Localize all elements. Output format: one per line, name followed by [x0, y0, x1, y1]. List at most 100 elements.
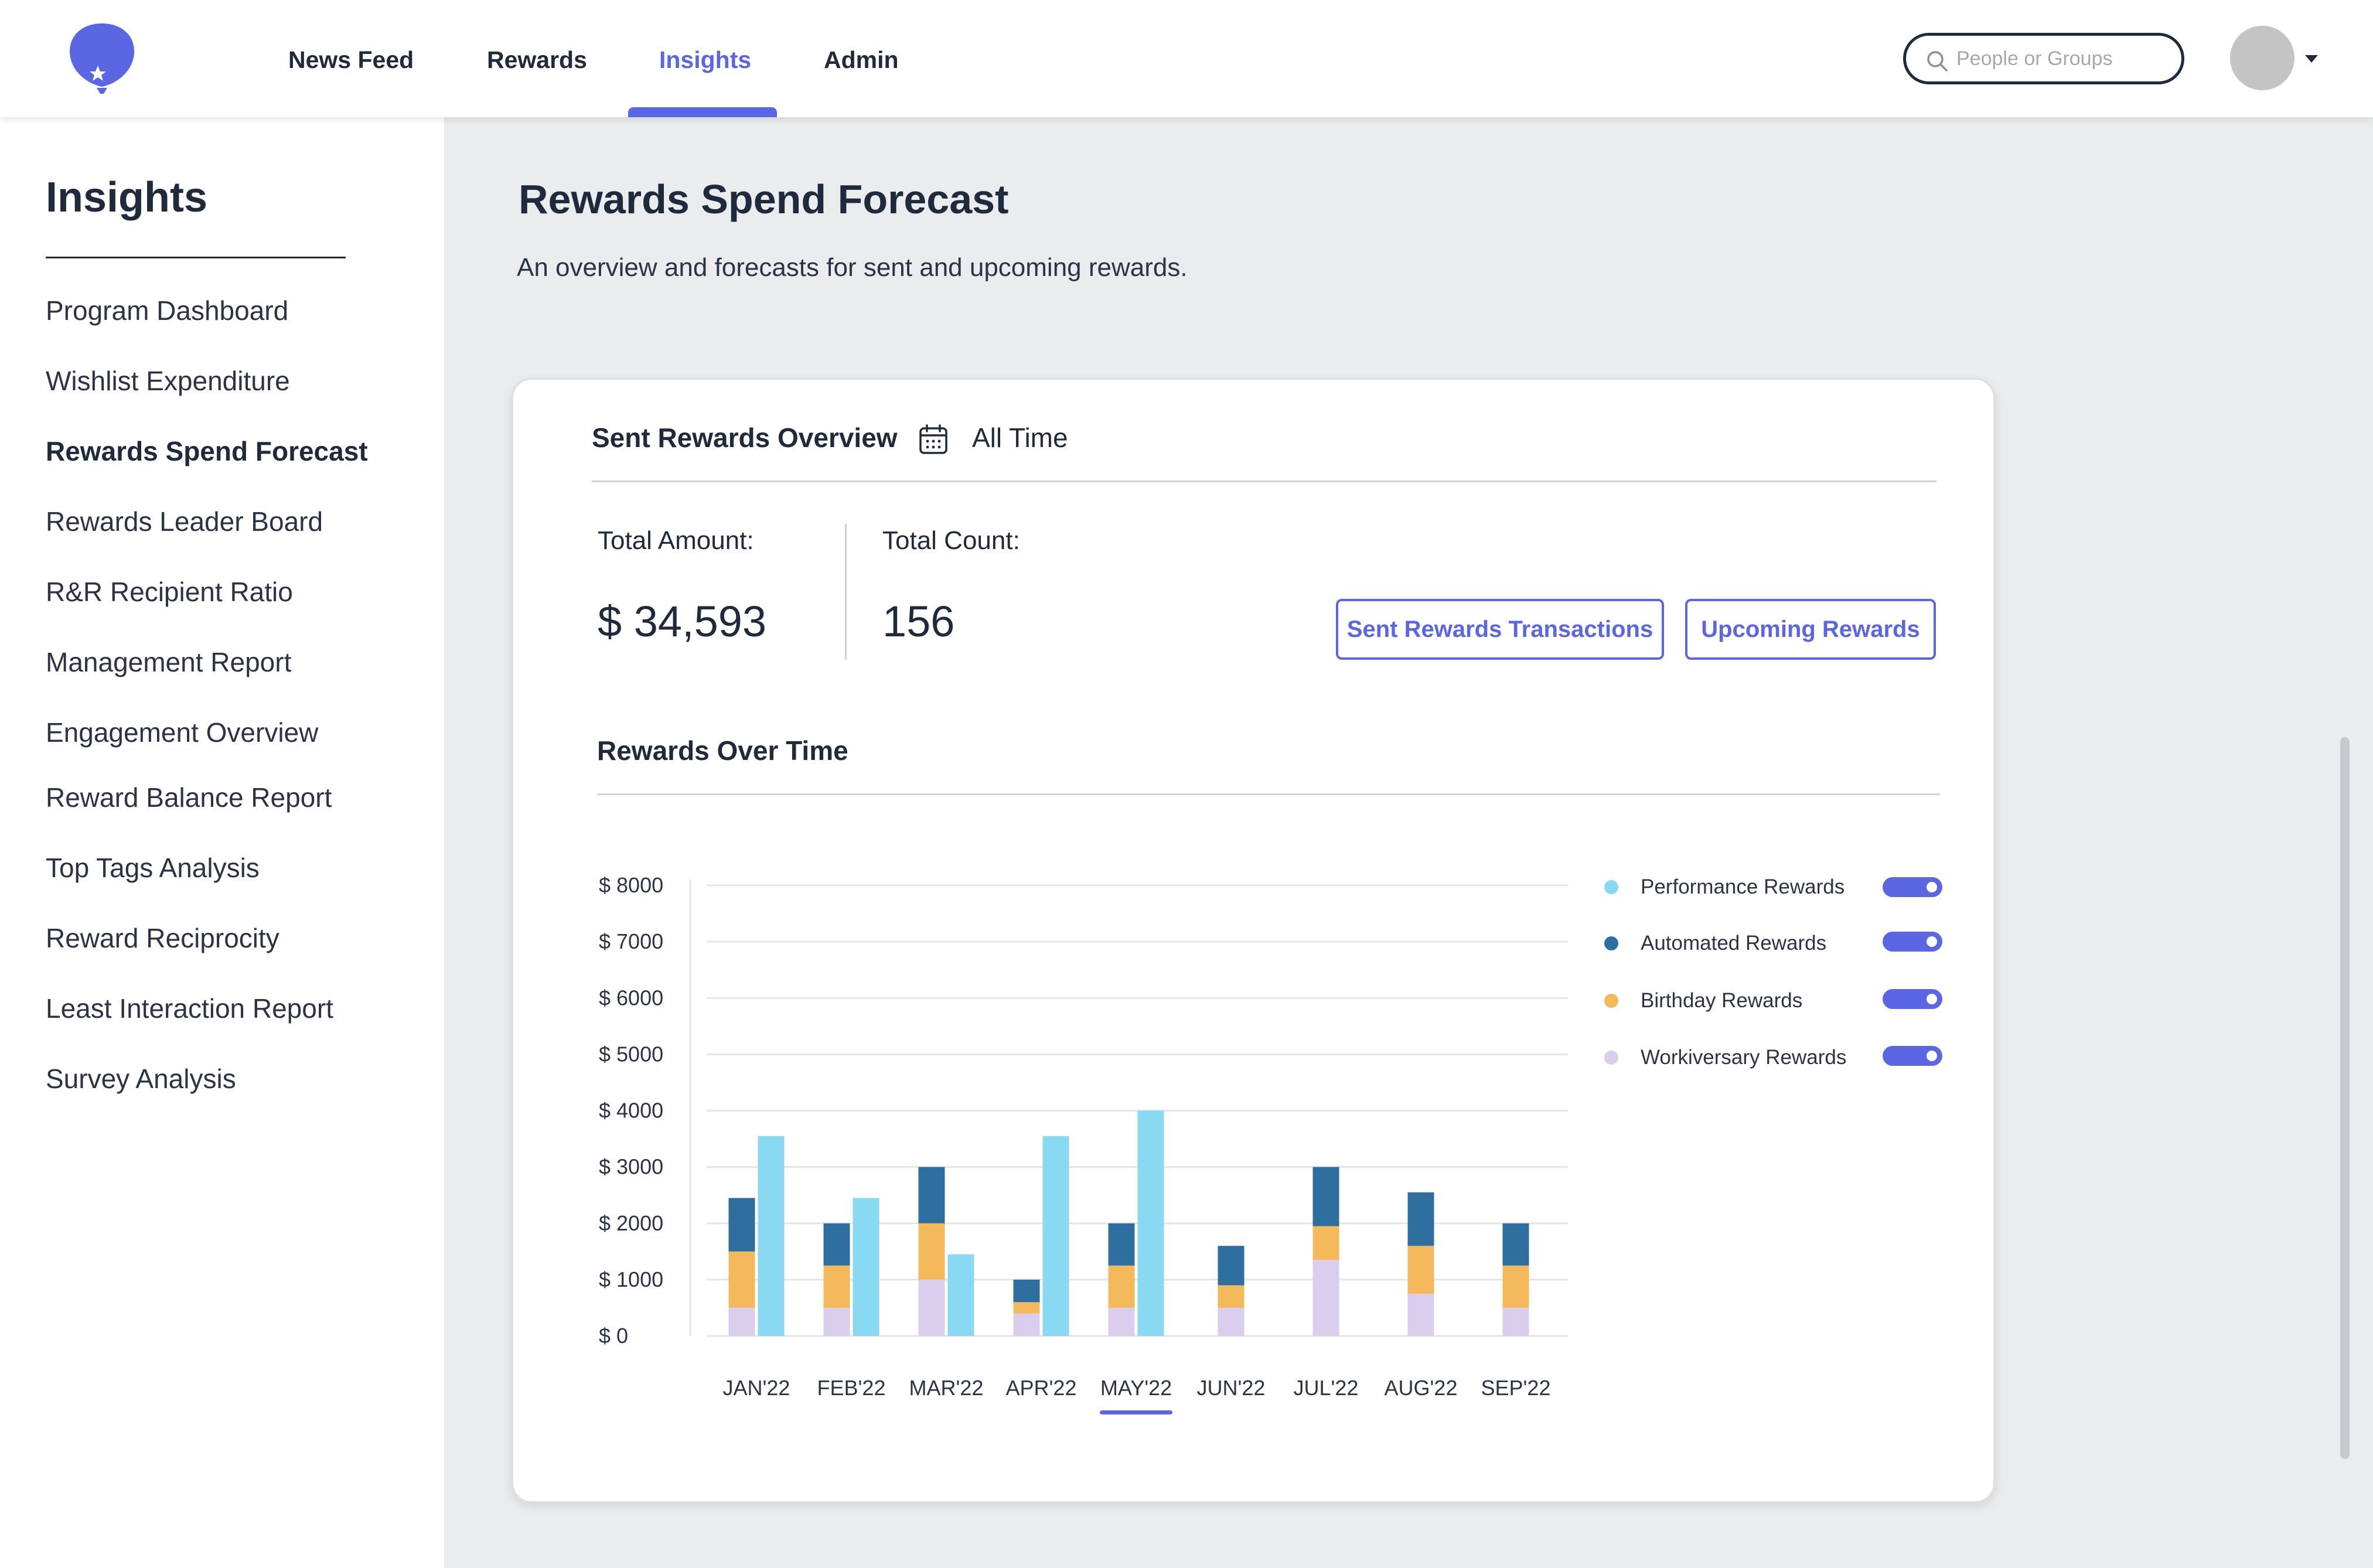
- legend-label: Birthday Rewards: [1641, 989, 1803, 1012]
- rewards-over-time-chart: $ 0 $ 1000 $ 2000 $ 3000 $ 4000 $ 5000 $ 6000 $…: [599, 873, 1568, 1414]
- legend-dot: [1604, 994, 1618, 1008]
- legend-label: Workiversary Rewards: [1641, 1046, 1847, 1069]
- nav-admin[interactable]: Admin: [824, 46, 899, 73]
- toggle-workiversary-rewards[interactable]: [1883, 1046, 1942, 1066]
- card-header-divider: [592, 480, 1936, 482]
- bar-birthday-rewards: [1013, 1302, 1040, 1314]
- bar-automated-rewards: [918, 1167, 945, 1223]
- selected-month-underline: [1100, 1410, 1172, 1414]
- bar-performance-rewards: [853, 1198, 879, 1336]
- bar-workiversary-rewards: [1312, 1260, 1339, 1336]
- sidebar-item-recipient-ratio[interactable]: R&R Recipient Ratio: [46, 577, 293, 607]
- sent-rewards-transactions-button[interactable]: Sent Rewards Transactions: [1336, 599, 1664, 660]
- bar-automated-rewards: [1108, 1223, 1135, 1266]
- sidebar-item-reward-reciprocity[interactable]: Reward Reciprocity: [46, 923, 279, 953]
- y-tick-label: $ 1000: [599, 1267, 663, 1291]
- x-tick-label: JUL'22: [1294, 1376, 1359, 1400]
- bar-birthday-rewards: [1502, 1265, 1529, 1308]
- x-tick-label: APR'22: [1006, 1376, 1077, 1400]
- sidebar-item-rewards-spend-forecast[interactable]: Rewards Spend Forecast: [46, 436, 368, 466]
- y-tick-label: $ 0: [599, 1324, 628, 1348]
- sent-rewards-overview-card: Sent Rewards Overview All Time Total Amo…: [512, 378, 1995, 1503]
- legend-label: Performance Rewards: [1641, 875, 1845, 898]
- x-tick-label: JUN'22: [1197, 1376, 1266, 1400]
- x-tick-label: AUG'22: [1385, 1376, 1458, 1400]
- page-subtitle: An overview and forecasts for sent and u…: [517, 253, 1188, 282]
- sidebar-item-management-report[interactable]: Management Report: [46, 647, 292, 677]
- upcoming-rewards-button[interactable]: Upcoming Rewards: [1685, 599, 1936, 660]
- toggle-knob: [1927, 882, 1937, 892]
- rewards-over-time-title: Rewards Over Time: [597, 735, 848, 766]
- y-tick-label: $ 5000: [599, 1042, 663, 1066]
- sidebar-divider: [46, 257, 346, 258]
- bar-automated-rewards: [1218, 1246, 1245, 1286]
- page-title: Rewards Spend Forecast: [519, 176, 1009, 222]
- bar-automated-rewards: [1013, 1279, 1040, 1303]
- sidebar-item-survey-analysis[interactable]: Survey Analysis: [46, 1063, 236, 1094]
- sidebar-item-program-dashboard[interactable]: Program Dashboard: [46, 295, 289, 326]
- bar-automated-rewards: [1502, 1223, 1529, 1266]
- bar-automated-rewards: [1312, 1167, 1339, 1226]
- bar-birthday-rewards: [1407, 1246, 1434, 1294]
- bar-performance-rewards: [1137, 1110, 1164, 1336]
- top-navigation-bar: News Feed Rewards Insights Admin: [0, 0, 2373, 117]
- total-amount-label: Total Amount:: [598, 526, 754, 555]
- total-amount-value: $ 34,593: [598, 597, 767, 646]
- bar-birthday-rewards: [1312, 1226, 1339, 1260]
- legend-dot: [1604, 880, 1618, 894]
- bar-birthday-rewards: [823, 1265, 850, 1308]
- logo-balloon-icon[interactable]: [67, 21, 137, 97]
- bar-workiversary-rewards: [728, 1307, 755, 1336]
- nav-news-feed[interactable]: News Feed: [288, 46, 414, 73]
- bar-workiversary-rewards: [823, 1307, 850, 1336]
- bar-performance-rewards: [1042, 1136, 1069, 1336]
- y-tick-label: $ 4000: [599, 1099, 663, 1123]
- x-tick-label: JAN'22: [723, 1376, 790, 1400]
- toggle-birthday-rewards[interactable]: [1883, 989, 1942, 1009]
- bar-automated-rewards: [1407, 1192, 1434, 1246]
- sidebar-title: Insights: [46, 174, 208, 221]
- search-box[interactable]: [1903, 33, 2184, 84]
- bar-workiversary-rewards: [1407, 1293, 1434, 1336]
- date-range-selector[interactable]: All Time: [972, 422, 1068, 453]
- bar-workiversary-rewards: [1013, 1313, 1040, 1336]
- bar-birthday-rewards: [918, 1223, 945, 1280]
- section-divider: [597, 793, 1940, 795]
- sidebar-item-rewards-leader-board[interactable]: Rewards Leader Board: [46, 506, 323, 537]
- nav-insights[interactable]: Insights: [659, 46, 752, 73]
- total-count-label: Total Count:: [882, 526, 1020, 555]
- bar-workiversary-rewards: [1218, 1307, 1245, 1336]
- toggle-performance-rewards[interactable]: [1883, 877, 1942, 897]
- bar-workiversary-rewards: [1108, 1307, 1135, 1336]
- sidebar-item-wishlist-expenditure[interactable]: Wishlist Expenditure: [46, 366, 290, 396]
- user-avatar[interactable]: [2230, 26, 2294, 90]
- legend-dot: [1604, 1051, 1618, 1065]
- nav-rewards[interactable]: Rewards: [487, 46, 587, 73]
- toggle-knob: [1927, 1051, 1937, 1061]
- sidebar-item-engagement-overview[interactable]: Engagement Overview: [46, 717, 319, 748]
- bar-workiversary-rewards: [1502, 1307, 1529, 1336]
- bar-performance-rewards: [758, 1136, 785, 1336]
- sidebar-item-least-interaction-report[interactable]: Least Interaction Report: [46, 993, 333, 1024]
- chevron-down-icon[interactable]: [2305, 55, 2318, 63]
- active-nav-indicator: [628, 107, 777, 117]
- search-input[interactable]: [1956, 44, 2167, 73]
- calendar-icon[interactable]: [919, 424, 948, 455]
- y-tick-label: $ 6000: [599, 986, 663, 1010]
- y-tick-label: $ 7000: [599, 929, 663, 953]
- legend-label: Automated Rewards: [1641, 932, 1827, 955]
- bar-birthday-rewards: [1108, 1265, 1135, 1308]
- toggle-automated-rewards[interactable]: [1883, 932, 1942, 952]
- total-count-value: 156: [882, 597, 955, 646]
- x-tick-label: MAR'22: [909, 1376, 984, 1400]
- search-icon: [1927, 51, 1948, 71]
- card-title: Sent Rewards Overview: [592, 422, 898, 453]
- x-tick-label: FEB'22: [817, 1376, 886, 1400]
- bar-workiversary-rewards: [918, 1279, 945, 1336]
- sidebar-item-top-tags-analysis[interactable]: Top Tags Analysis: [46, 853, 260, 883]
- bar-birthday-rewards: [728, 1251, 755, 1308]
- bar-birthday-rewards: [1218, 1285, 1245, 1308]
- page-scrollbar[interactable]: [2340, 737, 2350, 1459]
- legend-dot: [1604, 936, 1618, 950]
- sidebar-item-reward-balance-report[interactable]: Reward Balance Report: [46, 782, 332, 813]
